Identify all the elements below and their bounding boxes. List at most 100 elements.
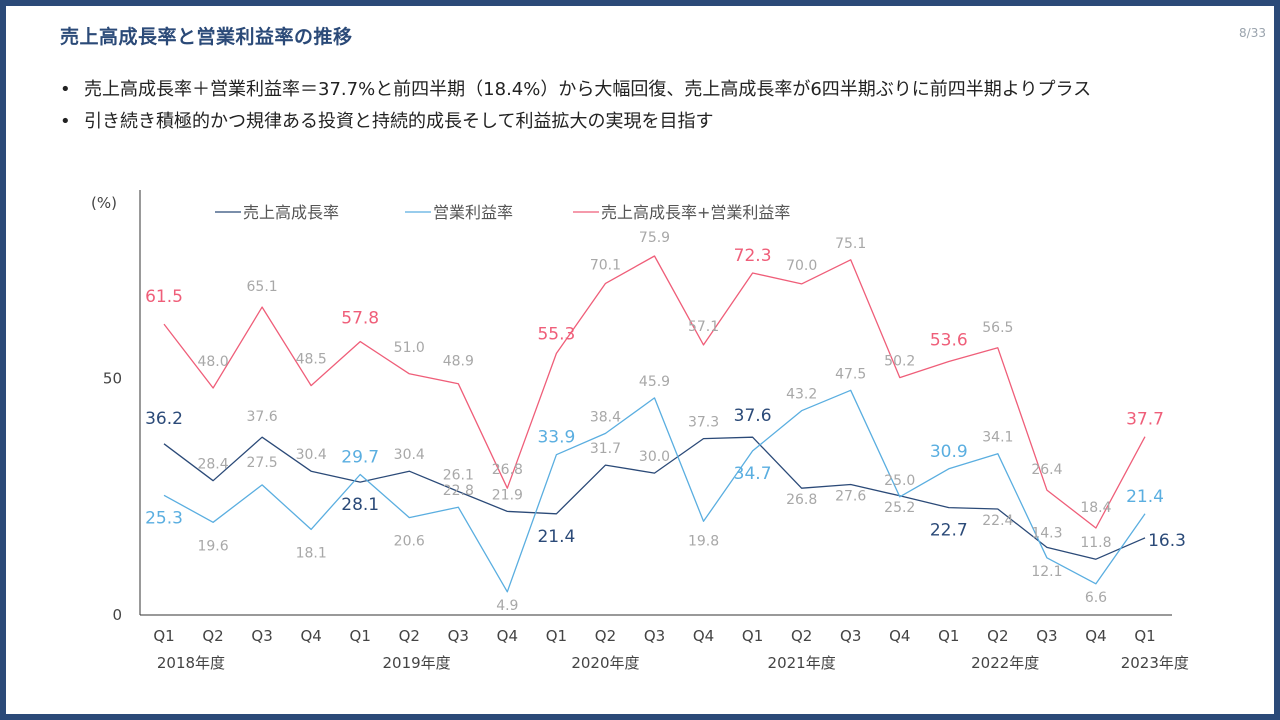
data-label: 34.1 xyxy=(982,430,1013,446)
data-label: 43.2 xyxy=(786,387,817,403)
series-line xyxy=(163,436,1146,560)
data-label: 53.6 xyxy=(930,330,968,350)
x-tick-label: Q4 xyxy=(889,627,910,645)
data-label: 26.8 xyxy=(492,462,523,478)
x-tick-label: Q4 xyxy=(300,627,321,645)
data-label: 26.8 xyxy=(786,492,817,508)
data-label: 4.9 xyxy=(496,598,518,614)
data-label: 38.4 xyxy=(590,409,621,425)
data-label: 48.5 xyxy=(296,352,327,368)
legend-label: 売上高成長率+営業利益率 xyxy=(601,203,790,222)
data-label: 19.8 xyxy=(688,533,719,549)
data-label: 75.1 xyxy=(835,236,866,252)
bullet-item-1: • 売上高成長率＋営業利益率＝37.7%と前四半期（18.4%）から大幅回復、売… xyxy=(60,78,1210,102)
bullet-text-1: 売上高成長率＋営業利益率＝37.7%と前四半期（18.4%）から大幅回復、売上高… xyxy=(84,79,1092,100)
series-line xyxy=(163,255,1146,529)
data-label: 12.1 xyxy=(1031,564,1062,580)
data-label: 37.7 xyxy=(1126,410,1164,430)
data-label: 36.2 xyxy=(145,409,183,429)
data-label: 48.9 xyxy=(443,354,474,370)
data-label: 14.3 xyxy=(1031,525,1062,541)
data-label: 25.2 xyxy=(884,500,915,516)
data-label: 56.5 xyxy=(982,320,1013,336)
data-label: 72.3 xyxy=(734,246,772,266)
bullet-text-2: 引き続き積極的かつ規律ある投資と持続的成長そして利益拡大の実現を目指す xyxy=(84,111,714,132)
x-group-label: 2019年度 xyxy=(383,654,451,672)
legend-label: 営業利益率 xyxy=(433,203,513,222)
x-tick-label: Q2 xyxy=(202,627,223,645)
x-group-label: 2022年度 xyxy=(971,654,1039,672)
x-tick-label: Q1 xyxy=(350,627,371,645)
data-label: 26.4 xyxy=(1031,462,1062,478)
x-tick-label: Q3 xyxy=(251,627,272,645)
data-label: 57.8 xyxy=(341,309,379,329)
data-label: 22.4 xyxy=(982,513,1013,529)
data-label: 27.6 xyxy=(835,488,866,504)
data-label: 22.8 xyxy=(443,483,474,499)
data-label: 26.1 xyxy=(443,468,474,484)
data-label: 51.0 xyxy=(394,340,425,356)
data-label: 21.9 xyxy=(492,487,523,503)
x-tick-label: Q1 xyxy=(153,627,174,645)
data-label: 6.6 xyxy=(1085,590,1107,606)
x-tick-label: Q4 xyxy=(497,627,518,645)
data-label: 70.0 xyxy=(786,258,817,274)
x-tick-label: Q4 xyxy=(1085,627,1106,645)
data-label: 21.4 xyxy=(537,527,575,547)
series-line xyxy=(163,389,1146,593)
y-tick-label: 50 xyxy=(103,370,122,388)
data-label: 61.5 xyxy=(145,287,183,307)
data-label: 16.3 xyxy=(1148,531,1186,551)
data-label: 18.1 xyxy=(296,545,327,561)
data-label: 50.2 xyxy=(884,354,915,370)
x-tick-label: Q2 xyxy=(595,627,616,645)
data-label: 45.9 xyxy=(639,374,670,390)
x-group-label: 2021年度 xyxy=(768,654,836,672)
data-label: 47.5 xyxy=(835,366,866,382)
x-tick-label: Q1 xyxy=(742,627,763,645)
y-tick-label: 0 xyxy=(112,606,122,624)
x-tick-label: Q3 xyxy=(448,627,469,645)
data-label: 25.3 xyxy=(145,508,183,528)
data-label: 28.1 xyxy=(341,495,379,515)
x-tick-label: Q1 xyxy=(1134,627,1155,645)
legend-label: 売上高成長率 xyxy=(243,203,339,222)
bullet-item-2: • 引き続き積極的かつ規律ある投資と持続的成長そして利益拡大の実現を目指す xyxy=(60,110,1210,134)
page-title: 売上高成長率と営業利益率の推移 xyxy=(60,26,353,48)
x-tick-label: Q1 xyxy=(546,627,567,645)
x-group-label: 2020年度 xyxy=(571,654,639,672)
data-label: 37.6 xyxy=(734,406,772,426)
data-label: 30.4 xyxy=(296,447,327,463)
data-label: 31.7 xyxy=(590,441,621,457)
data-label: 21.4 xyxy=(1126,487,1164,507)
data-label: 29.7 xyxy=(341,448,379,468)
data-label: 34.7 xyxy=(734,464,772,484)
bullet-dot: • xyxy=(60,111,71,132)
data-label: 30.0 xyxy=(639,449,670,465)
data-label: 37.6 xyxy=(247,409,278,425)
data-label: 11.8 xyxy=(1080,535,1111,551)
x-tick-label: Q2 xyxy=(399,627,420,645)
x-tick-label: Q3 xyxy=(840,627,861,645)
x-group-label: 2023年度 xyxy=(1121,654,1189,672)
x-tick-label: Q3 xyxy=(644,627,665,645)
data-label: 18.4 xyxy=(1080,500,1111,516)
data-label: 27.5 xyxy=(247,455,278,471)
data-label: 20.6 xyxy=(394,534,425,550)
data-label: 55.3 xyxy=(537,324,575,344)
data-label: 28.4 xyxy=(197,457,228,473)
data-label: 75.9 xyxy=(639,230,670,246)
data-label: 25.0 xyxy=(884,473,915,489)
bullet-dot: • xyxy=(60,79,71,100)
x-tick-label: Q2 xyxy=(987,627,1008,645)
data-label: 19.6 xyxy=(197,538,228,554)
data-label: 48.0 xyxy=(197,354,228,370)
x-group-label: 2018年度 xyxy=(157,654,225,672)
data-label: 22.7 xyxy=(930,521,968,541)
data-label: 33.9 xyxy=(537,428,575,448)
data-label: 70.1 xyxy=(590,257,621,273)
x-tick-label: Q1 xyxy=(938,627,959,645)
page-number: 8/33 xyxy=(1239,26,1266,40)
data-label: 65.1 xyxy=(247,279,278,295)
